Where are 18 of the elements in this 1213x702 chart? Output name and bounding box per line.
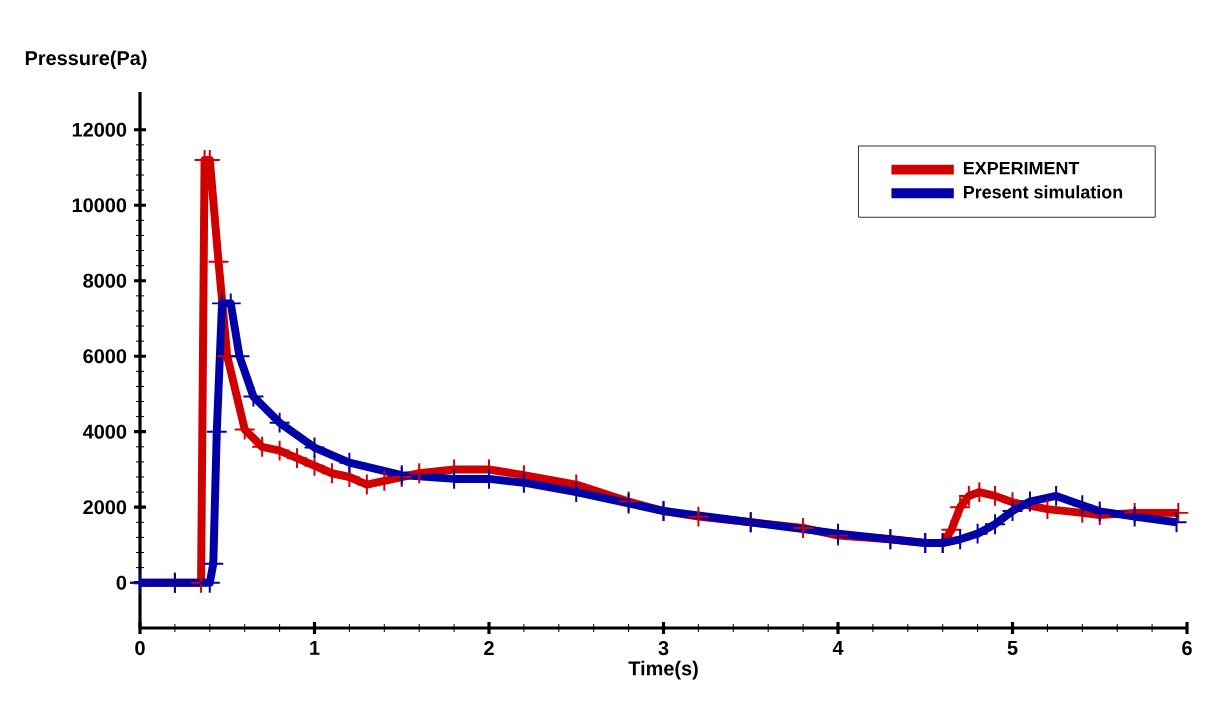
- x-tick-label: 0: [135, 641, 145, 656]
- y-tick-label: 6000: [83, 349, 127, 364]
- x-tick-label: 3: [658, 641, 669, 656]
- y-tick-label: 10000: [72, 198, 127, 213]
- y-tick-label: 4000: [82, 424, 127, 439]
- x-tick-label: 5: [1007, 641, 1018, 655]
- x-tick-label: 4: [832, 641, 844, 655]
- y-tick-label: 2000: [83, 500, 127, 515]
- y-tick-label: 0: [116, 575, 127, 590]
- legend-label: EXPERIMENT: [963, 161, 1080, 175]
- x-tick-label: 2: [484, 641, 494, 655]
- y-tick-label: 8000: [83, 273, 127, 288]
- y-tick-label: 12000: [72, 122, 127, 137]
- y-axis-title: Pressure(Pa): [25, 50, 147, 70]
- x-axis-title: Time(s): [628, 660, 698, 680]
- x-tick-label: 6: [1182, 641, 1192, 656]
- x-tick-label: 1: [310, 641, 320, 655]
- legend-label: Present simulation: [963, 185, 1123, 199]
